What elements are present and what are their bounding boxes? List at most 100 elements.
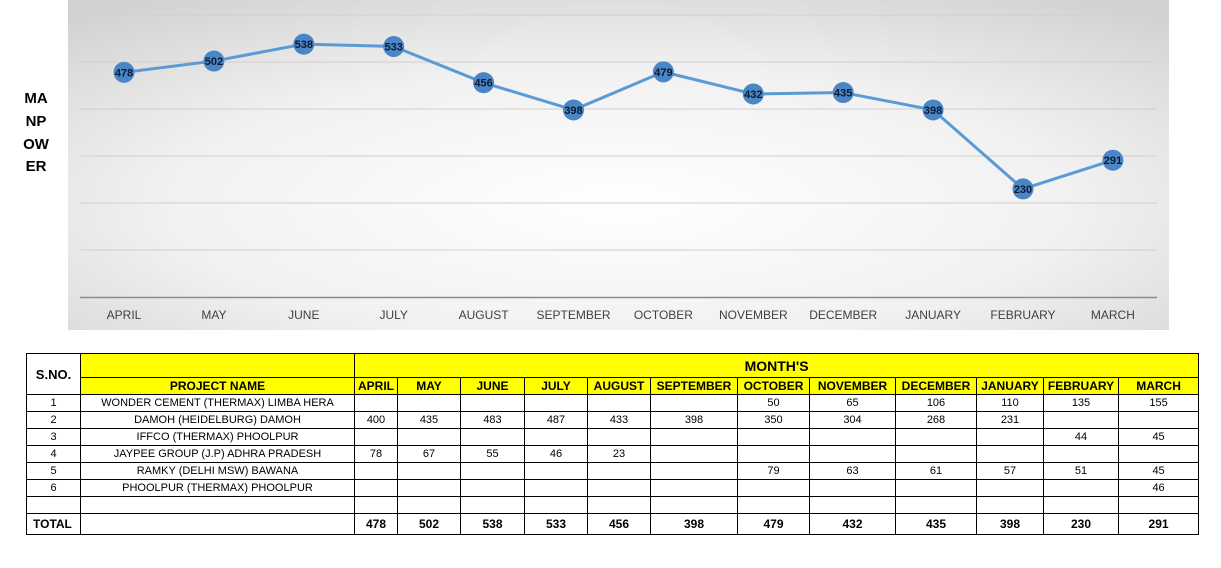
data-label: 533 [385,41,403,53]
empty-cell [460,496,525,514]
value-cell [895,428,977,446]
data-label: 230 [1014,184,1032,196]
empty-cell [976,496,1044,514]
project-name-cell: WONDER CEMENT (THERMAX) LIMBA HERA [80,394,355,412]
value-cell [354,394,398,412]
value-cell: 135 [1043,394,1119,412]
empty-cell [737,496,810,514]
value-cell: 61 [895,462,977,480]
sno-header: S.NO. [26,353,81,395]
value-cell [460,394,525,412]
empty-cell [397,496,461,514]
total-cell: 538 [460,513,525,535]
value-cell: 79 [737,462,810,480]
value-cell [354,428,398,446]
value-cell: 63 [809,462,896,480]
value-cell [650,462,738,480]
value-cell: 155 [1117,394,1200,412]
value-cell [524,394,588,412]
month-header: NOVEMBER [809,377,896,395]
months-title: MONTH'S [353,353,1200,378]
sno-cell: 4 [26,445,81,463]
data-point [652,61,674,83]
empty-cell [1043,496,1119,514]
data-point [922,99,944,121]
series-line [123,42,1114,191]
value-cell [587,479,651,497]
value-cell [524,479,588,497]
x-tick-label: FEBRUARY [990,308,1055,322]
value-cell [460,462,525,480]
total-cell: 456 [587,513,651,535]
sno-cell: 2 [26,411,81,429]
data-point [832,82,854,104]
month-header: DECEMBER [895,377,977,395]
data-label: 432 [744,89,762,101]
value-cell [809,445,896,463]
value-cell: 304 [809,411,896,429]
project-name-header: PROJECT NAME [80,377,355,395]
value-cell [460,428,525,446]
month-header: JULY [524,377,588,395]
value-cell: 483 [460,411,525,429]
month-header: AUGUST [587,377,651,395]
empty-cell [650,496,738,514]
value-cell: 67 [397,445,461,463]
value-cell [1043,479,1119,497]
value-cell: 350 [737,411,810,429]
total-cell: 291 [1117,513,1200,535]
value-cell [976,428,1044,446]
value-cell: 231 [976,411,1044,429]
project-name-cell: RAMKY (DELHI MSW) BAWANA [80,462,355,480]
value-cell: 106 [895,394,977,412]
value-cell: 433 [587,411,651,429]
manpower-table: S.NO. MONTH'S PROJECT NAME APRIL MAY JUNE JULY… [26,353,1200,535]
value-cell [895,479,977,497]
data-label: 502 [205,56,223,68]
data-point [473,72,495,94]
month-header: JUNE [460,377,525,395]
empty-cell [1117,496,1200,514]
value-cell [1043,445,1119,463]
y-axis-label: MANPOWER [23,90,49,176]
project-name-cell: IFFCO (THERMAX) PHOOLPUR [80,428,355,446]
table-row: 6 PHOOLPUR (THERMAX) PHOOLPUR 46 [26,479,1200,497]
total-cell: 478 [354,513,398,535]
data-label: 538 [295,39,313,51]
value-cell [524,462,588,480]
x-tick-label: MAY [201,308,226,322]
value-cell [1117,411,1200,429]
x-tick-label: JUNE [288,308,319,322]
empty-cell [80,496,355,514]
total-blank-cell [80,513,355,535]
value-cell [1117,445,1200,463]
total-cell: 533 [524,513,588,535]
total-cell: 398 [650,513,738,535]
value-cell [354,479,398,497]
sno-cell: 3 [26,428,81,446]
x-tick-label: AUGUST [459,308,510,322]
empty-cell [895,496,977,514]
value-cell [737,428,810,446]
value-cell [650,479,738,497]
value-cell: 398 [650,411,738,429]
data-point [563,99,584,121]
value-cell: 78 [354,445,398,463]
value-cell [895,445,977,463]
data-point [113,61,135,83]
month-header: FEBRUARY [1043,377,1119,395]
empty-cell [809,496,896,514]
value-cell [460,479,525,497]
value-cell: 435 [397,411,461,429]
value-cell: 44 [1043,428,1119,446]
data-label: 478 [115,67,133,79]
month-header-row: PROJECT NAME APRIL MAY JUNE JULY AUGUST SEPTEM… [27,377,1200,395]
x-tick-labels: APRIL MAY JUNE JULY AUGUST SEPTEMBER OCTOBER NO… [107,308,1135,322]
data-label: 456 [474,78,492,90]
x-tick-label: MARCH [1091,308,1135,322]
value-cell: 400 [354,411,398,429]
value-cell: 46 [524,445,588,463]
value-cell [809,428,896,446]
data-point [1102,149,1124,171]
chart-background [68,0,1169,330]
